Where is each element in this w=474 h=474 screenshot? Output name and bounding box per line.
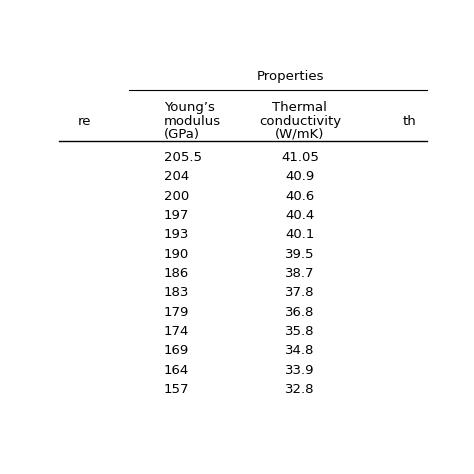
Text: re: re	[78, 115, 91, 128]
Text: 183: 183	[164, 286, 189, 300]
Text: 41.05: 41.05	[281, 151, 319, 164]
Text: 200: 200	[164, 190, 189, 203]
Text: Thermal: Thermal	[273, 101, 328, 114]
Text: conductivity: conductivity	[259, 115, 341, 128]
Text: 40.6: 40.6	[285, 190, 314, 203]
Text: 40.9: 40.9	[285, 170, 314, 183]
Text: 186: 186	[164, 267, 189, 280]
Text: 193: 193	[164, 228, 189, 241]
Text: 174: 174	[164, 325, 189, 338]
Text: Young’s: Young’s	[164, 101, 215, 114]
Text: 39.5: 39.5	[285, 248, 315, 261]
Text: 169: 169	[164, 345, 189, 357]
Text: 38.7: 38.7	[285, 267, 315, 280]
Text: 33.9: 33.9	[285, 364, 315, 377]
Text: 36.8: 36.8	[285, 306, 315, 319]
Text: (GPa): (GPa)	[164, 128, 200, 141]
Text: th: th	[403, 115, 417, 128]
Text: 157: 157	[164, 383, 190, 396]
Text: 197: 197	[164, 209, 189, 222]
Text: 164: 164	[164, 364, 189, 377]
Text: 204: 204	[164, 170, 189, 183]
Text: (W/mK): (W/mK)	[275, 128, 325, 141]
Text: 40.1: 40.1	[285, 228, 315, 241]
Text: 179: 179	[164, 306, 189, 319]
Text: 40.4: 40.4	[285, 209, 314, 222]
Text: 37.8: 37.8	[285, 286, 315, 300]
Text: Properties: Properties	[257, 70, 324, 82]
Text: 205.5: 205.5	[164, 151, 202, 164]
Text: 190: 190	[164, 248, 189, 261]
Text: modulus: modulus	[164, 115, 221, 128]
Text: 35.8: 35.8	[285, 325, 315, 338]
Text: 32.8: 32.8	[285, 383, 315, 396]
Text: 34.8: 34.8	[285, 345, 315, 357]
